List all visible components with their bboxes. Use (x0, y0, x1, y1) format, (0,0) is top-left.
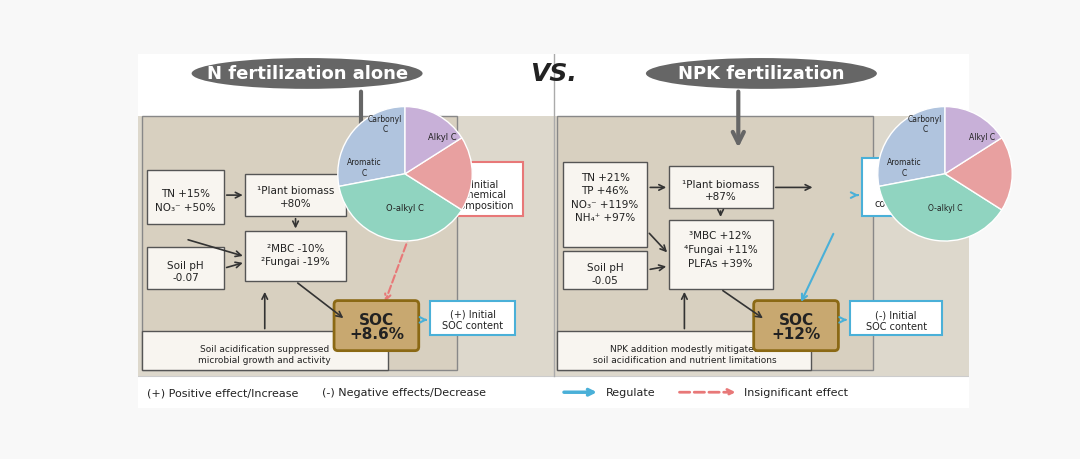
FancyBboxPatch shape (669, 220, 773, 290)
FancyBboxPatch shape (141, 117, 457, 370)
FancyBboxPatch shape (862, 159, 946, 217)
Text: +12%: +12% (771, 326, 821, 341)
Text: microbial growth and activity: microbial growth and activity (199, 356, 332, 364)
Text: NPK fertilization: NPK fertilization (678, 65, 845, 83)
Text: chemical: chemical (462, 190, 507, 200)
Text: TN +15%: TN +15% (161, 188, 210, 198)
Text: Initial: Initial (890, 174, 918, 185)
FancyBboxPatch shape (669, 167, 773, 209)
Text: -0.07: -0.07 (172, 273, 199, 283)
Text: +8.6%: +8.6% (349, 326, 404, 341)
FancyBboxPatch shape (563, 251, 647, 290)
Text: Initial: Initial (471, 179, 498, 189)
Ellipse shape (646, 59, 877, 90)
Bar (138, 55, 970, 117)
Text: soil acidification and nutrient limitations: soil acidification and nutrient limitati… (593, 356, 777, 364)
Wedge shape (338, 107, 405, 187)
Text: Insignificant effect: Insignificant effect (744, 387, 849, 397)
Text: ²MBC -10%: ²MBC -10% (267, 244, 324, 254)
Text: Soil pH: Soil pH (586, 263, 623, 273)
Bar (138, 376, 970, 409)
Text: Alkyl C: Alkyl C (969, 133, 995, 142)
Text: +87%: +87% (705, 191, 737, 202)
Text: SOC content: SOC content (865, 321, 927, 331)
Wedge shape (878, 107, 945, 187)
FancyBboxPatch shape (141, 332, 388, 370)
Bar (138, 55, 970, 117)
FancyBboxPatch shape (557, 117, 873, 370)
FancyBboxPatch shape (446, 162, 523, 217)
FancyBboxPatch shape (147, 170, 224, 224)
Text: ²Fungai -19%: ²Fungai -19% (261, 256, 329, 266)
Text: (-) Initial: (-) Initial (876, 310, 917, 320)
Text: (-) Negative effects/Decrease: (-) Negative effects/Decrease (323, 387, 486, 397)
FancyBboxPatch shape (430, 301, 515, 336)
Text: composition: composition (455, 201, 514, 211)
Text: SOC: SOC (359, 313, 394, 328)
Text: Soil acidification suppressed: Soil acidification suppressed (200, 344, 329, 353)
Text: (+) Initial: (+) Initial (449, 309, 496, 319)
Text: N fertilization alone: N fertilization alone (206, 65, 407, 83)
Wedge shape (405, 139, 472, 210)
Wedge shape (405, 107, 462, 174)
Bar (138, 117, 970, 378)
FancyBboxPatch shape (754, 301, 838, 351)
Text: NPK addition modestly mitigated: NPK addition modestly mitigated (609, 344, 759, 353)
Text: Alkyl C: Alkyl C (428, 133, 456, 142)
FancyBboxPatch shape (245, 174, 346, 217)
Text: ⁴Fungai +11%: ⁴Fungai +11% (684, 245, 757, 254)
Text: NO₃⁻ +50%: NO₃⁻ +50% (156, 202, 216, 212)
FancyBboxPatch shape (245, 232, 346, 282)
Text: PLFAs +39%: PLFAs +39% (688, 258, 753, 268)
Text: SOC: SOC (779, 313, 813, 328)
Text: O-alkyl C: O-alkyl C (928, 203, 962, 213)
Text: composition: composition (874, 198, 933, 208)
Text: Carbonyl
C: Carbonyl C (367, 114, 402, 134)
Text: TN +21%: TN +21% (581, 173, 630, 183)
Text: ³MBC +12%: ³MBC +12% (689, 230, 752, 241)
Text: Aromatic
C: Aromatic C (888, 158, 922, 177)
Text: O-alkyl C: O-alkyl C (386, 203, 424, 213)
FancyBboxPatch shape (557, 332, 811, 370)
Wedge shape (879, 174, 1002, 241)
FancyBboxPatch shape (563, 162, 647, 247)
Text: Regulate: Regulate (606, 387, 656, 397)
Wedge shape (339, 174, 462, 241)
Text: NH₄⁺ +97%: NH₄⁺ +97% (575, 212, 635, 222)
FancyBboxPatch shape (850, 301, 943, 336)
Wedge shape (945, 107, 1002, 174)
Text: Soil pH: Soil pH (167, 261, 204, 271)
Text: TP +46%: TP +46% (581, 186, 629, 196)
Text: (+) Positive effect/Increase: (+) Positive effect/Increase (147, 387, 298, 397)
Ellipse shape (191, 59, 422, 90)
Text: Aromatic
C: Aromatic C (348, 158, 382, 177)
Text: -0.05: -0.05 (592, 275, 619, 285)
FancyBboxPatch shape (334, 301, 419, 351)
Text: +80%: +80% (280, 198, 311, 208)
Text: ¹Plant biomass: ¹Plant biomass (257, 186, 334, 196)
Text: ¹Plant biomass: ¹Plant biomass (681, 179, 759, 189)
FancyBboxPatch shape (147, 247, 224, 290)
Text: SOC content: SOC content (442, 320, 503, 330)
Text: Carbonyl
C: Carbonyl C (907, 114, 942, 134)
Text: chemical: chemical (882, 187, 926, 197)
Wedge shape (945, 139, 1012, 210)
Text: VS.: VS. (530, 62, 577, 86)
Text: NO₃⁻ +119%: NO₃⁻ +119% (571, 199, 638, 209)
